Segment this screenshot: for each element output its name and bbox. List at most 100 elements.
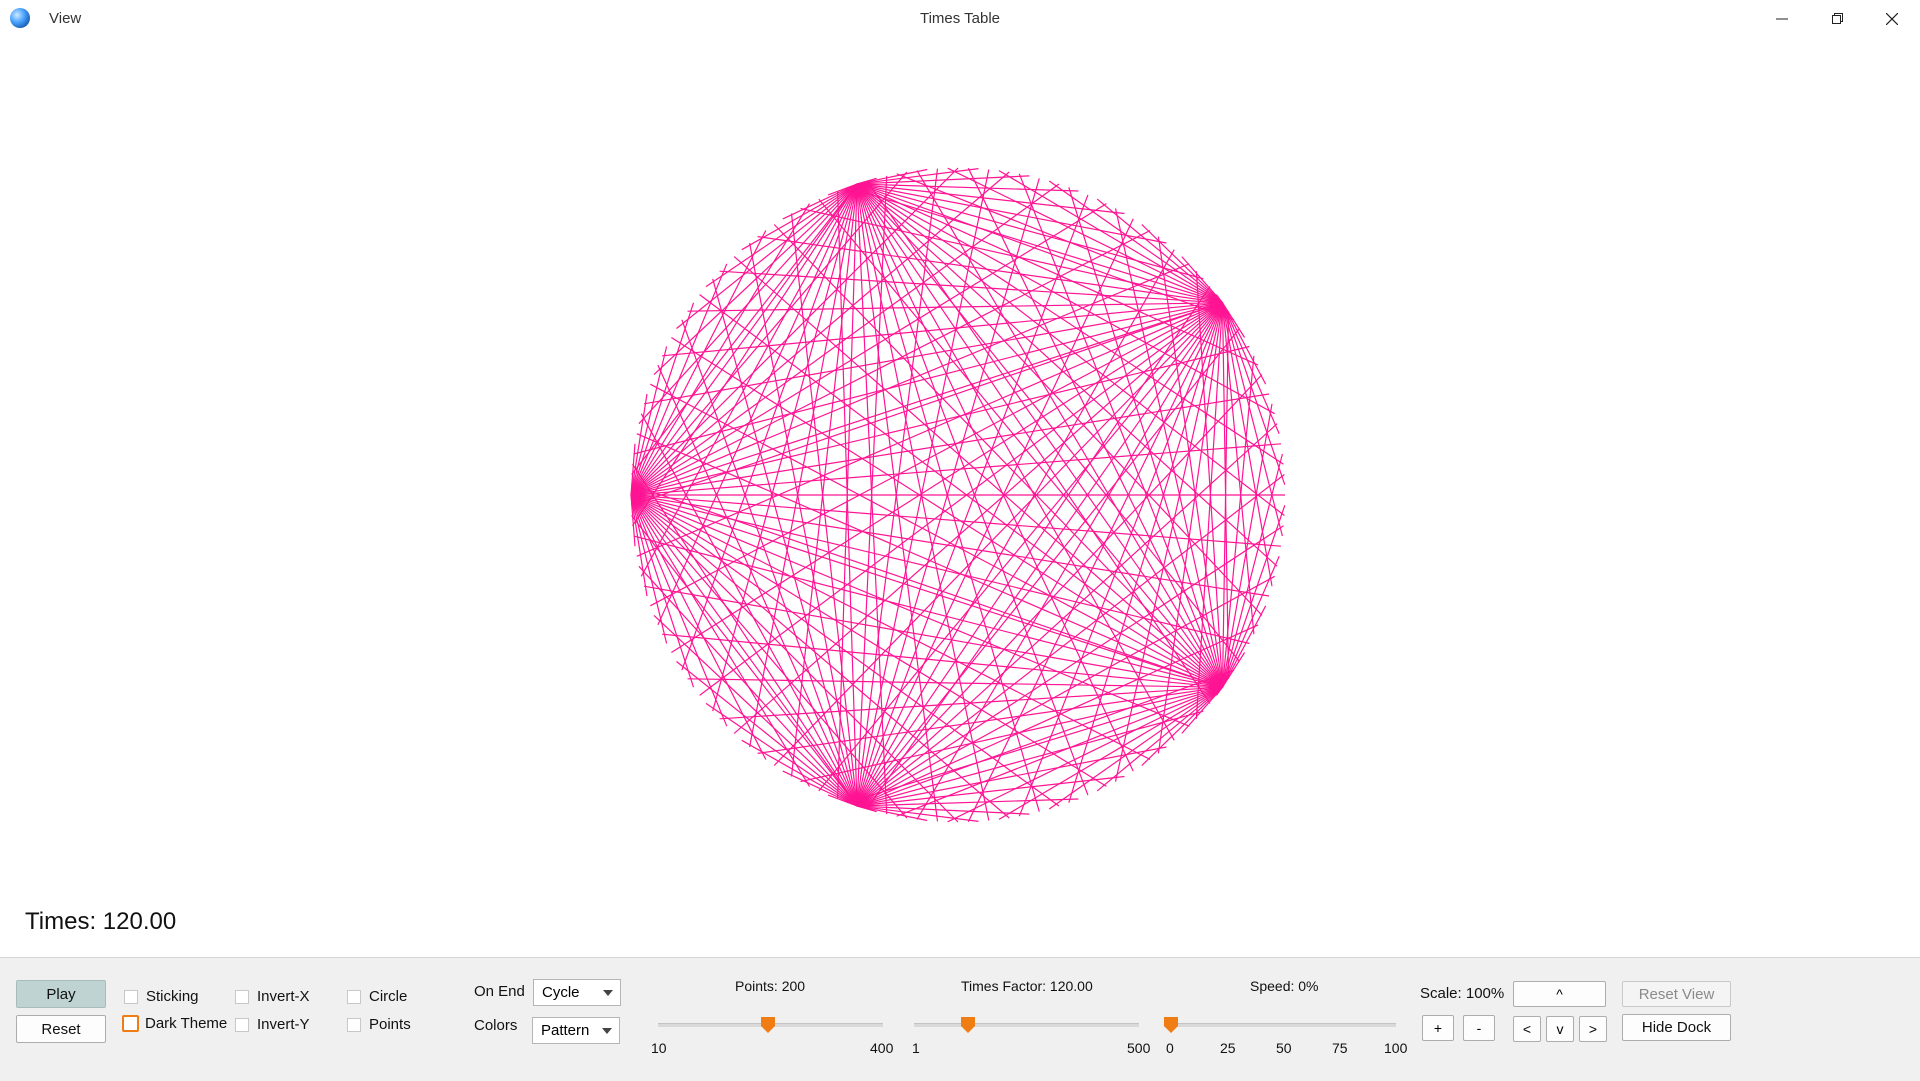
points-max-label: 400 xyxy=(870,1040,894,1056)
times-factor-slider-thumb[interactable] xyxy=(960,1017,975,1033)
chord-line xyxy=(636,433,1223,688)
reset-button[interactable]: Reset xyxy=(16,1015,106,1043)
pan-right-button[interactable]: > xyxy=(1579,1016,1607,1042)
chord-line xyxy=(630,494,1060,807)
points-checkbox[interactable]: Points xyxy=(347,1016,411,1033)
checkbox-box[interactable] xyxy=(235,989,249,1004)
chord-line xyxy=(1181,686,1223,734)
speed-tick-50: 50 xyxy=(1276,1040,1292,1056)
chord-line xyxy=(856,669,1235,807)
chord-line xyxy=(653,183,858,376)
chord-line xyxy=(1221,302,1283,537)
checkbox-box[interactable] xyxy=(122,1015,139,1032)
chord-line xyxy=(630,171,908,496)
chord-line xyxy=(856,183,939,822)
chord-line xyxy=(847,686,1223,804)
chord-line xyxy=(856,183,1167,244)
pan-up-button[interactable]: ^ xyxy=(1513,981,1606,1007)
chord-line xyxy=(1195,271,1224,688)
chord-line xyxy=(773,302,1223,766)
colors-dropdown[interactable]: Pattern xyxy=(532,1017,620,1044)
chord-line xyxy=(653,614,858,807)
invert-y-label: Invert-Y xyxy=(257,1016,310,1033)
chord-line xyxy=(633,535,1223,688)
speed-tick-75: 75 xyxy=(1332,1040,1348,1056)
chord-line xyxy=(681,319,858,807)
chord-line xyxy=(630,494,1107,787)
chord-line xyxy=(856,805,979,822)
dropdown-arrow-icon xyxy=(603,990,613,996)
chord-line xyxy=(630,494,1190,727)
checkbox-box[interactable] xyxy=(124,989,138,1004)
zoom-out-button[interactable]: - xyxy=(1463,1015,1495,1041)
invert-x-label: Invert-X xyxy=(257,988,310,1005)
chord-line xyxy=(630,494,668,644)
chord-line xyxy=(633,302,1223,455)
chord-line xyxy=(712,278,858,807)
chord-line xyxy=(1068,187,1224,688)
invert-x-checkbox[interactable]: Invert-X xyxy=(235,988,310,1005)
points-slider-thumb[interactable] xyxy=(760,1017,775,1033)
speed-tick-0: 0 xyxy=(1166,1040,1174,1056)
circle-checkbox[interactable]: Circle xyxy=(347,988,407,1005)
canvas-area[interactable] xyxy=(0,37,1920,957)
checkbox-box[interactable] xyxy=(347,989,361,1004)
chord-line xyxy=(782,770,858,807)
play-button[interactable]: Play xyxy=(16,980,106,1008)
chord-line xyxy=(630,183,858,496)
app-globe-icon xyxy=(10,8,30,28)
chord-line xyxy=(1221,403,1273,688)
chord-line xyxy=(856,175,1030,185)
chord-line xyxy=(856,805,928,822)
chord-line xyxy=(650,383,1223,688)
chord-line xyxy=(856,183,1089,796)
chord-line xyxy=(856,423,1278,807)
minimize-button[interactable] xyxy=(1754,0,1810,37)
speed-slider-thumb[interactable] xyxy=(1164,1017,1178,1033)
sticking-checkbox[interactable]: Sticking xyxy=(124,988,199,1005)
chord-line xyxy=(856,218,1134,807)
chord-line xyxy=(1114,302,1224,782)
on-end-dropdown[interactable]: Cycle xyxy=(533,979,621,1006)
chord-line xyxy=(1181,256,1223,304)
chord-line xyxy=(631,515,858,807)
chord-line xyxy=(630,443,636,496)
chord-line xyxy=(1018,302,1224,817)
chord-line xyxy=(856,183,1285,516)
chord-line xyxy=(630,345,1250,496)
menu-view[interactable]: View xyxy=(49,10,82,27)
close-button[interactable] xyxy=(1864,0,1920,37)
dropdown-arrow-icon xyxy=(602,1028,612,1034)
reset-view-button[interactable]: Reset View xyxy=(1622,981,1731,1007)
chord-line xyxy=(687,302,1223,312)
chord-line xyxy=(866,180,1223,688)
times-factor-slider-track[interactable] xyxy=(914,1023,1139,1027)
chord-line xyxy=(856,183,1079,192)
chord-line xyxy=(705,183,858,288)
invert-y-checkbox[interactable]: Invert-Y xyxy=(235,1016,310,1033)
hide-dock-button[interactable]: Hide Dock xyxy=(1622,1014,1731,1041)
chord-line xyxy=(818,198,1223,688)
chord-line xyxy=(631,183,858,475)
chord-line xyxy=(856,575,1275,807)
restore-button[interactable] xyxy=(1810,0,1866,37)
pan-down-button[interactable]: v xyxy=(1546,1016,1574,1042)
pan-left-button[interactable]: < xyxy=(1513,1016,1541,1042)
chord-line xyxy=(630,494,1282,547)
chord-line xyxy=(1221,355,1255,688)
close-icon xyxy=(1886,12,1898,25)
speed-slider-track[interactable] xyxy=(1164,1023,1396,1027)
chord-line xyxy=(630,203,1107,496)
chord-line xyxy=(856,183,1275,415)
chord-line xyxy=(866,302,1223,810)
chord-line xyxy=(638,183,858,425)
zoom-in-button[interactable]: + xyxy=(1422,1015,1454,1041)
chord-line xyxy=(1048,686,1223,810)
dark-theme-checkbox[interactable]: Dark Theme xyxy=(122,1015,227,1032)
chord-line xyxy=(856,183,1125,215)
chord-line xyxy=(856,183,1204,280)
checkbox-box[interactable] xyxy=(347,1017,361,1032)
chord-line xyxy=(671,302,1223,654)
chord-line xyxy=(896,173,1223,304)
checkbox-box[interactable] xyxy=(235,1017,249,1032)
